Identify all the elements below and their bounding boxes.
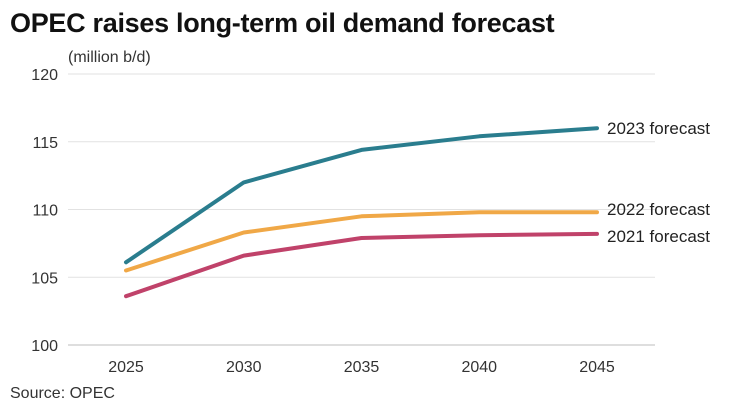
series-line-2022-forecast <box>126 212 597 270</box>
y-tick-label-120: 120 <box>31 67 58 84</box>
x-tick-label-2030: 2030 <box>226 359 262 376</box>
series-label-2021-forecast: 2021 forecast <box>607 227 710 246</box>
x-tick-label-2045: 2045 <box>579 359 615 376</box>
x-tick-label-2025: 2025 <box>108 359 144 376</box>
y-axis-label: (million b/d) <box>68 49 151 66</box>
y-tick-label-110: 110 <box>32 203 58 220</box>
series-label-2022-forecast: 2022 forecast <box>607 200 710 219</box>
source-note: Source: OPEC <box>10 385 115 403</box>
y-tick-label-105: 105 <box>31 270 58 287</box>
y-tick-label-100: 100 <box>31 338 58 355</box>
y-tick-label-115: 115 <box>32 135 58 152</box>
series-label-2023-forecast: 2023 forecast <box>607 119 710 138</box>
x-tick-label-2040: 2040 <box>461 359 497 376</box>
series-line-2021-forecast <box>126 234 597 296</box>
x-tick-label-2035: 2035 <box>344 359 380 376</box>
series-line-2023-forecast <box>126 128 597 262</box>
